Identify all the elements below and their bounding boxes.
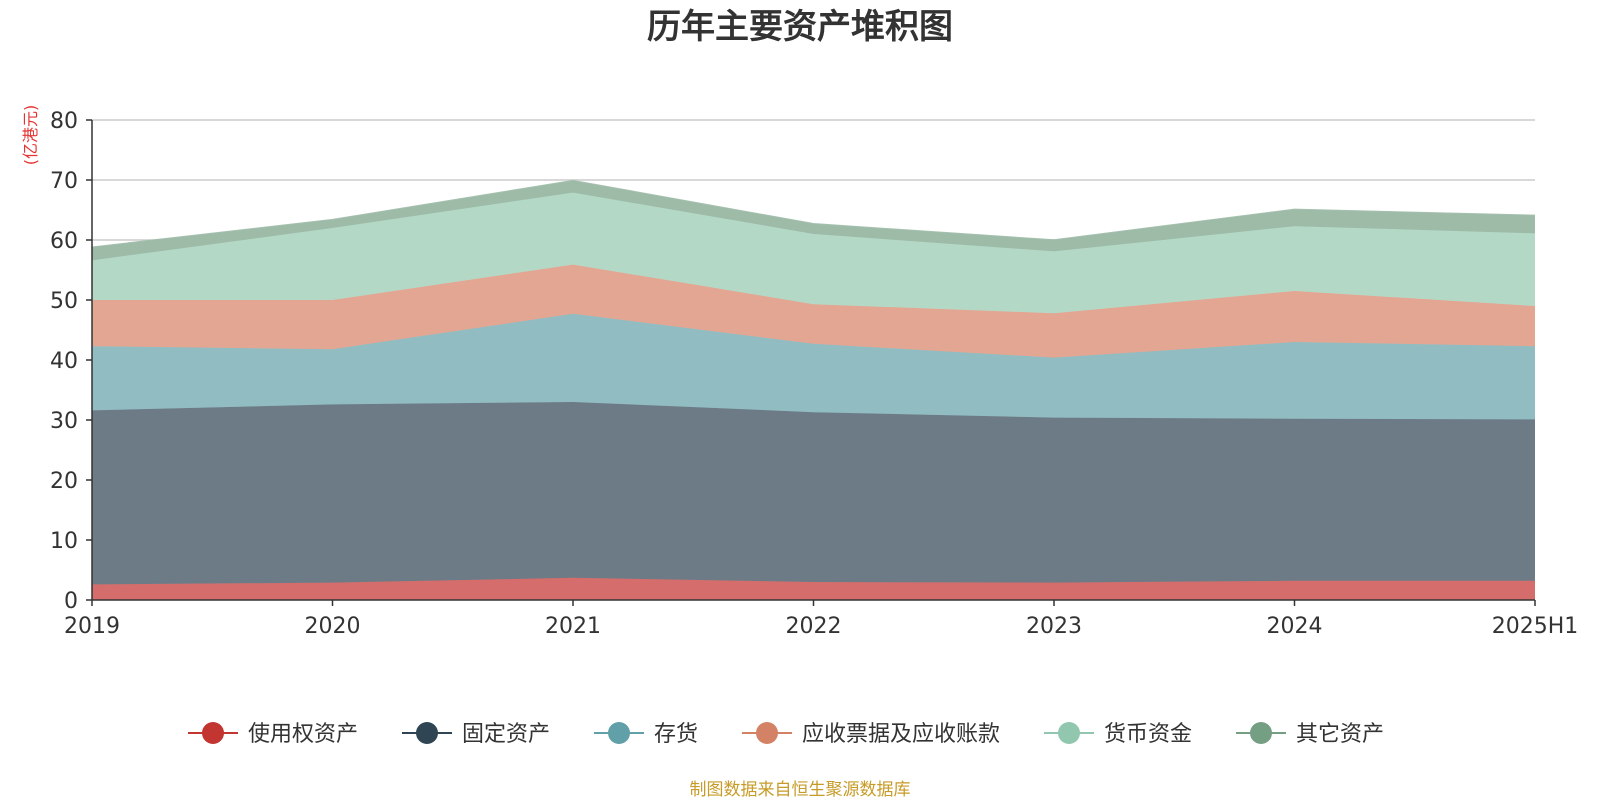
- legend-label: 货币资金: [1104, 722, 1192, 747]
- legend-item-5[interactable]: 货币资金: [1044, 722, 1192, 747]
- y-tick-label: 50: [50, 289, 78, 314]
- legend-marker: [608, 722, 630, 744]
- legend: 使用权资产 固定资产 存货 应收票据及应收账款 货币资金 其它资产: [188, 722, 1384, 747]
- legend-marker: [202, 722, 224, 744]
- y-tick-label: 80: [50, 109, 78, 134]
- x-tick-label: 2019: [64, 614, 120, 639]
- y-tick-label: 30: [50, 409, 78, 434]
- legend-label: 使用权资产: [248, 722, 358, 747]
- y-tick-label: 0: [64, 589, 78, 614]
- x-tick-label: 2023: [1026, 614, 1082, 639]
- legend-label: 固定资产: [462, 722, 550, 747]
- x-tick-label: 2020: [305, 614, 361, 639]
- legend-item-4[interactable]: 应收票据及应收账款: [742, 722, 1000, 747]
- legend-label: 其它资产: [1296, 722, 1384, 747]
- legend-item-1[interactable]: 使用权资产: [188, 722, 358, 747]
- y-tick-label: 40: [50, 349, 78, 374]
- area-series-5: [92, 192, 1535, 314]
- legend-label: 存货: [654, 722, 698, 747]
- legend-marker: [1058, 722, 1080, 744]
- legend-label: 应收票据及应收账款: [802, 722, 1000, 747]
- area-series-4: [92, 264, 1535, 358]
- legend-marker: [756, 722, 778, 744]
- x-tick-label: 2022: [786, 614, 842, 639]
- x-tick-label: 2024: [1267, 614, 1323, 639]
- y-tick-label: 70: [50, 169, 78, 194]
- x-tick-label: 2021: [545, 614, 601, 639]
- chart-title: 历年主要资产堆积图: [647, 7, 953, 47]
- legend-item-3[interactable]: 存货: [594, 722, 698, 747]
- legend-marker: [416, 722, 438, 744]
- area-edge-6: [91, 179, 1536, 248]
- x-tick-label: 2025H1: [1492, 614, 1579, 639]
- axes: 0 10 20 30 40 50 60 70 80 2019 2020 2021 2022 2023 202…: [50, 109, 1578, 639]
- data-source-note: 制图数据来自恒生聚源数据库: [690, 780, 911, 800]
- legend-marker: [1250, 722, 1272, 744]
- legend-item-2[interactable]: 固定资产: [402, 722, 550, 747]
- area-series-2: [92, 402, 1535, 585]
- y-tick-label: 60: [50, 229, 78, 254]
- area-series-1: [92, 577, 1535, 600]
- area-series-layer: [91, 179, 1536, 600]
- legend-item-6[interactable]: 其它资产: [1236, 722, 1384, 747]
- area-series-3: [92, 313, 1535, 420]
- y-tick-label: 20: [50, 469, 78, 494]
- y-tick-label: 10: [50, 529, 78, 554]
- y-unit-label: (亿港元): [21, 105, 40, 166]
